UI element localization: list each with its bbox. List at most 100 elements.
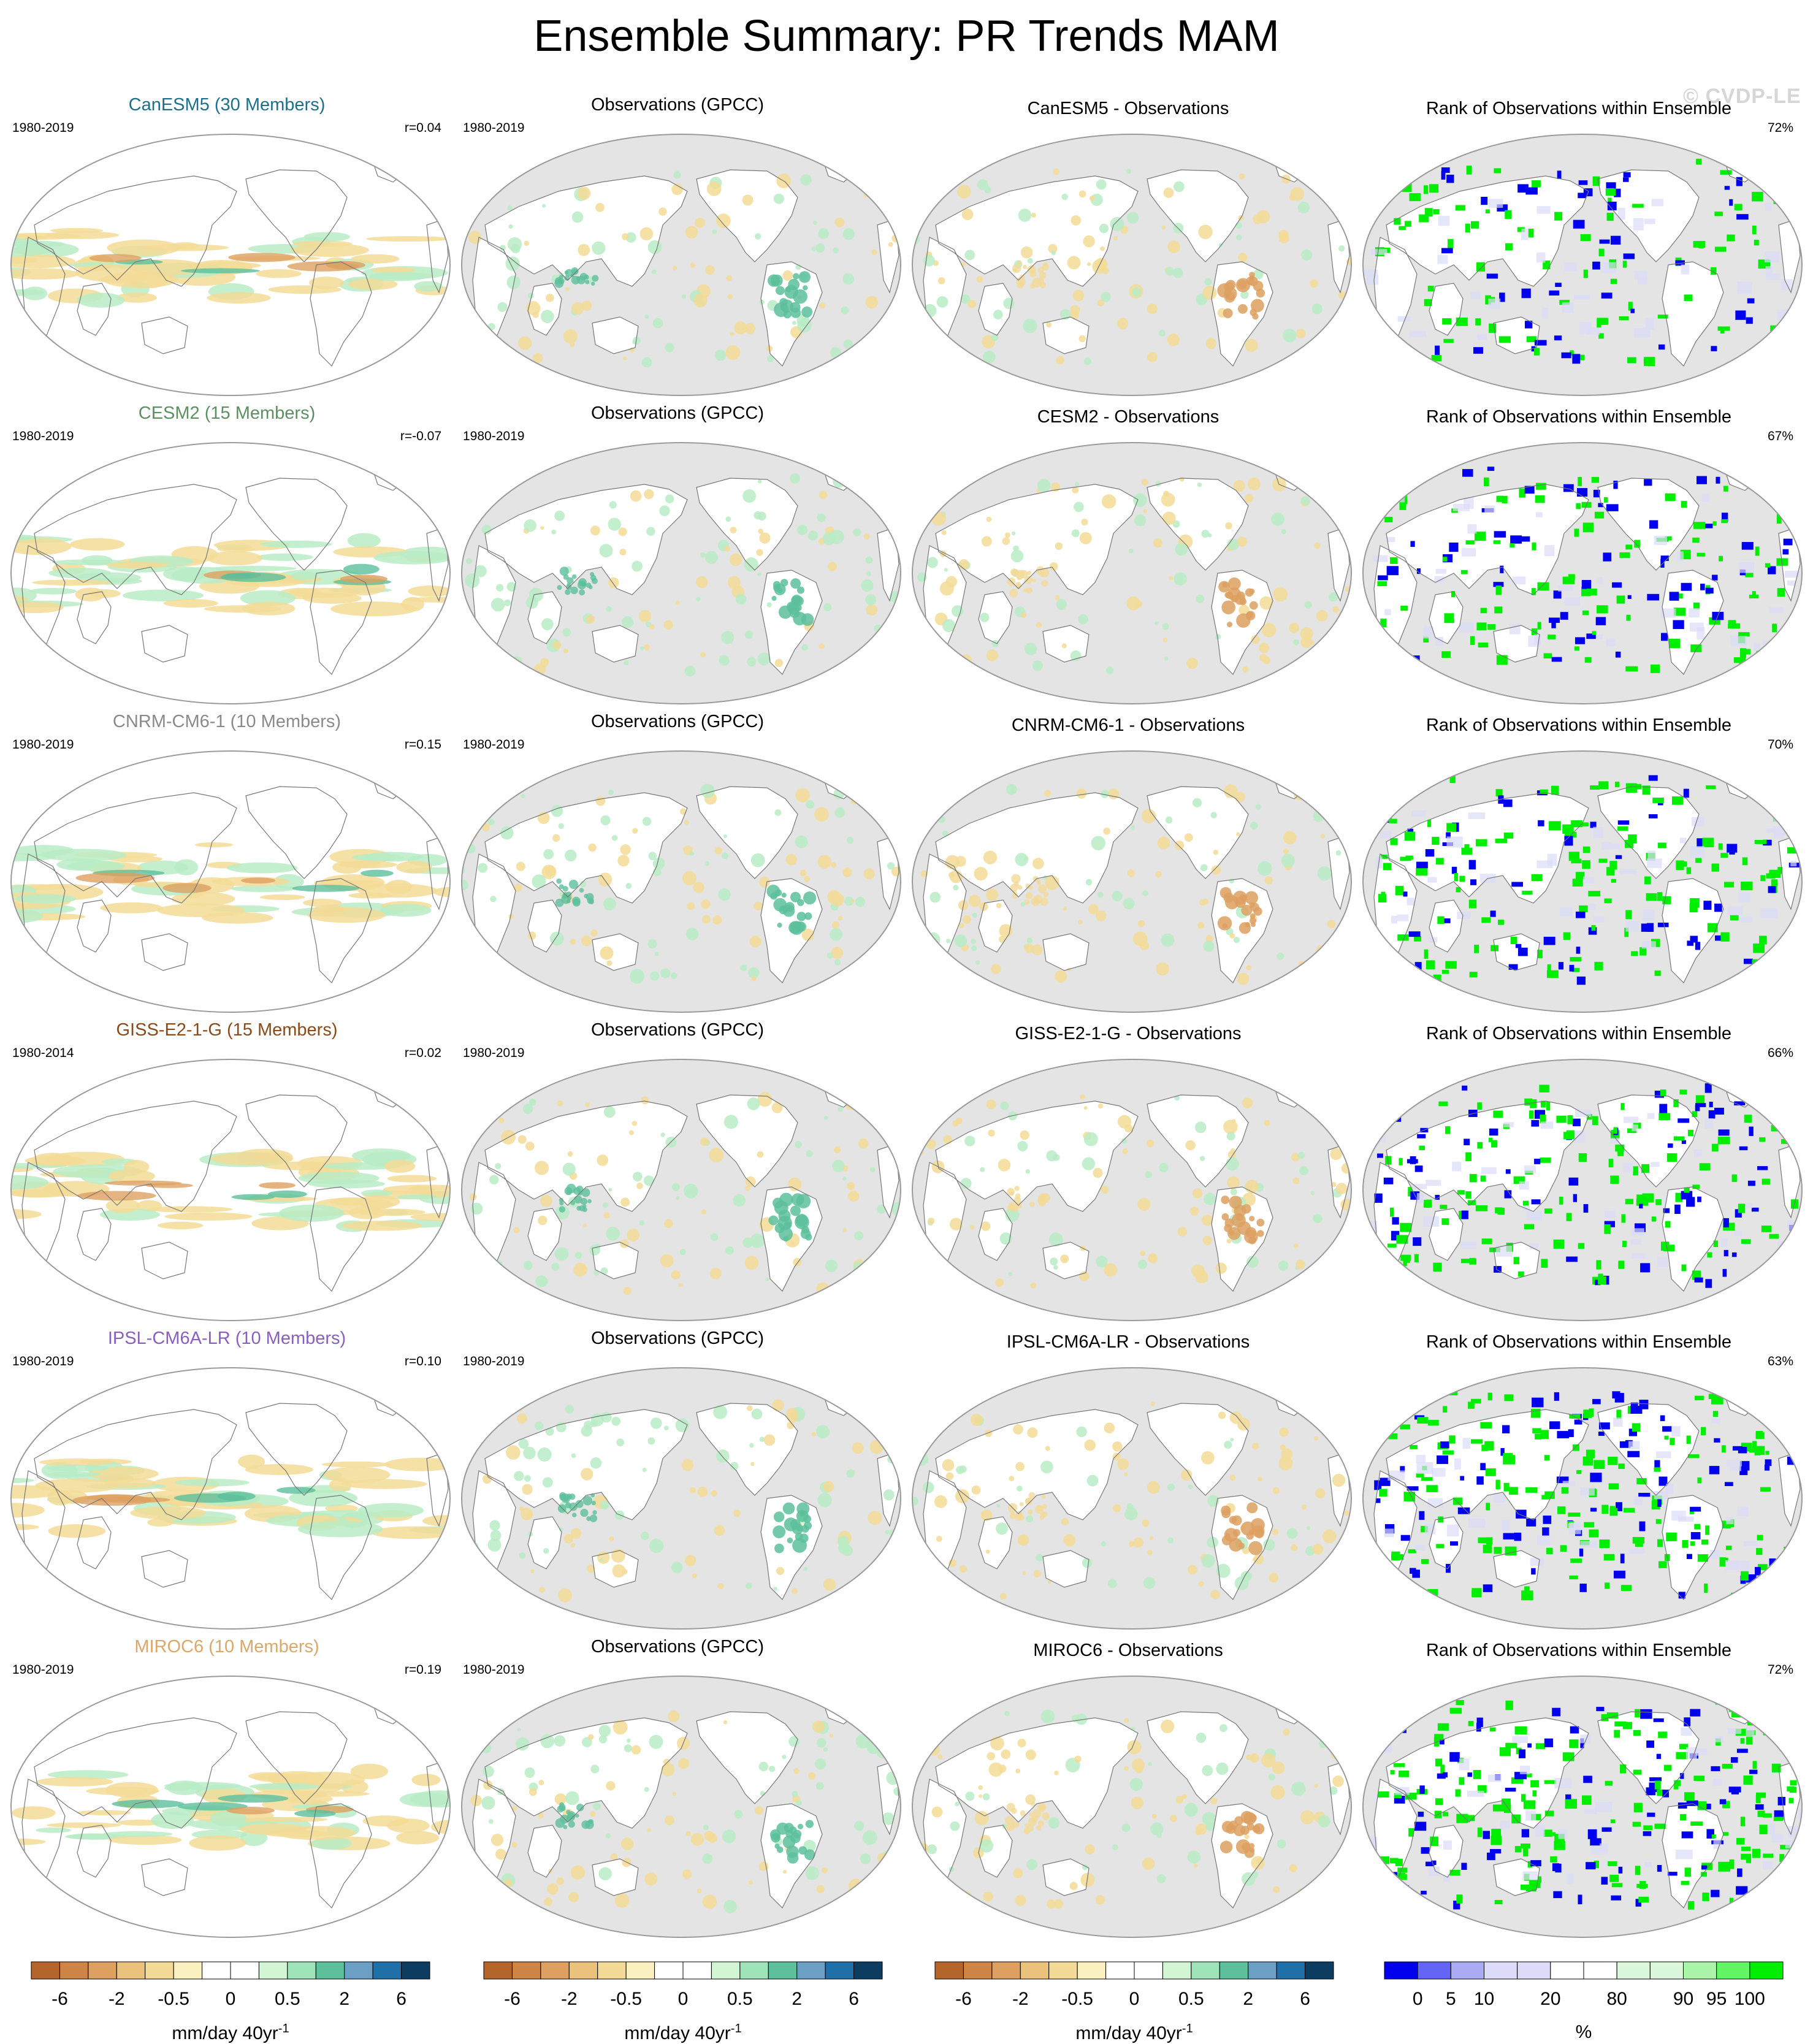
trend-dot xyxy=(748,967,760,978)
trend-dot-strong xyxy=(1015,276,1026,287)
rank-cell xyxy=(1527,1861,1532,1868)
rank-cell xyxy=(1513,1257,1519,1265)
rank-cell xyxy=(1421,1477,1433,1481)
trend-dot xyxy=(488,478,496,485)
trend-dot-strong xyxy=(559,1802,564,1807)
colorbar-swatch xyxy=(1749,1961,1784,1980)
trend-dot xyxy=(749,1880,753,1885)
rank-cell xyxy=(1431,355,1441,362)
trend-dot-strong xyxy=(1231,1213,1246,1227)
land-area xyxy=(761,570,822,674)
rank-cell-light xyxy=(1541,308,1549,319)
trend-dot xyxy=(795,1141,803,1148)
rank-cell xyxy=(1445,1126,1451,1134)
trend-dot-strong xyxy=(592,275,599,282)
trend-dot xyxy=(685,226,698,239)
trend-dot xyxy=(1159,330,1166,337)
rank-cell xyxy=(1771,879,1778,886)
rank-cell xyxy=(1757,1409,1762,1418)
trend-dot-strong xyxy=(584,274,589,280)
trend-dot xyxy=(1259,654,1268,662)
coastline xyxy=(1211,570,1273,676)
rank-cell xyxy=(1620,1103,1625,1110)
rank-cell xyxy=(1779,1854,1785,1863)
rank-cell xyxy=(1774,959,1782,965)
trend-blob xyxy=(414,281,443,292)
rank-cell xyxy=(1433,974,1441,982)
trend-dot-strong xyxy=(796,1194,811,1209)
rank-cell-light xyxy=(1681,1727,1692,1736)
trend-dot xyxy=(1137,1259,1147,1269)
trend-dot xyxy=(481,1103,494,1116)
rank-cell xyxy=(1730,915,1739,921)
rank-cell xyxy=(1473,1770,1481,1779)
rank-cell xyxy=(1568,1429,1574,1438)
rank-cell xyxy=(1562,576,1575,584)
trend-dot xyxy=(1127,1740,1142,1755)
land-area xyxy=(485,176,687,286)
rank-cell xyxy=(1722,1801,1730,1809)
trend-dot xyxy=(1200,864,1208,872)
rank-cell-light xyxy=(1694,1149,1702,1157)
rank-cell xyxy=(1678,1802,1687,1809)
model-title: GISS-E2-1-G (15 Members) xyxy=(116,1020,338,1040)
rank-cell-light xyxy=(1467,524,1477,534)
trend-dot xyxy=(1291,1781,1306,1796)
rank-cell xyxy=(1510,543,1515,547)
rank-cell xyxy=(1445,961,1457,969)
rank-cell xyxy=(1435,1758,1443,1766)
land-area xyxy=(246,787,347,879)
rank-cell xyxy=(1434,1734,1444,1740)
rank-cell xyxy=(1570,957,1582,962)
rank-cell xyxy=(1651,1216,1656,1222)
rank-cell xyxy=(1737,1868,1742,1877)
rank-cell-light xyxy=(1760,908,1778,919)
trend-dot xyxy=(541,204,546,208)
trend-dot xyxy=(996,1522,1009,1535)
trend-dot xyxy=(786,1408,798,1419)
trend-dot xyxy=(496,584,504,592)
rank-cell xyxy=(1428,1700,1438,1706)
trend-dot xyxy=(704,551,718,564)
trend-dot xyxy=(713,1405,728,1419)
trend-dot xyxy=(609,501,617,509)
rank-cell xyxy=(1780,1558,1792,1564)
rank-cell xyxy=(1505,210,1512,219)
trend-dot xyxy=(843,339,853,349)
trend-dot xyxy=(1145,1171,1152,1178)
rank-cell-light xyxy=(1796,1110,1802,1123)
trend-dot xyxy=(1325,1867,1340,1882)
trend-dot xyxy=(1072,486,1079,494)
land-area xyxy=(697,787,798,879)
trend-dot-strong xyxy=(1219,1840,1233,1853)
trend-dot xyxy=(587,1734,594,1741)
trend-dot-strong xyxy=(575,1500,584,1508)
rank-cell-light xyxy=(1435,568,1446,574)
rank-cell xyxy=(1460,570,1468,574)
rank-cell xyxy=(1633,1729,1641,1736)
land-area xyxy=(142,1242,188,1279)
trend-dot xyxy=(600,815,611,826)
rank-cell xyxy=(1778,1589,1788,1596)
trend-dot xyxy=(724,546,730,552)
trend-blob xyxy=(11,1175,49,1190)
rank-cell xyxy=(1475,1205,1488,1211)
trend-dot xyxy=(1300,496,1310,506)
rank-cell xyxy=(1656,1753,1662,1760)
rank-cell xyxy=(1407,1486,1419,1491)
trend-dot xyxy=(647,1437,655,1445)
coastline xyxy=(1429,591,1464,644)
rank-cell xyxy=(1702,837,1714,847)
trend-dot xyxy=(1295,1259,1305,1270)
colorbar-swatch xyxy=(768,1961,798,1980)
trend-dot xyxy=(971,945,977,951)
trend-dot xyxy=(1291,1153,1300,1162)
trend-dot xyxy=(823,1578,836,1591)
rank-cell-light xyxy=(1443,1876,1450,1882)
coastline xyxy=(592,316,639,354)
trend-dot xyxy=(517,1728,521,1732)
rank-cell xyxy=(1578,354,1585,360)
land-area xyxy=(592,317,638,354)
trend-dot xyxy=(1163,187,1174,198)
trend-dot xyxy=(1147,303,1158,315)
